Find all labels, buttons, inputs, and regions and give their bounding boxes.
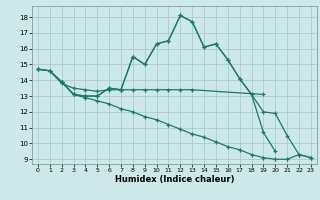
X-axis label: Humidex (Indice chaleur): Humidex (Indice chaleur) [115,175,234,184]
